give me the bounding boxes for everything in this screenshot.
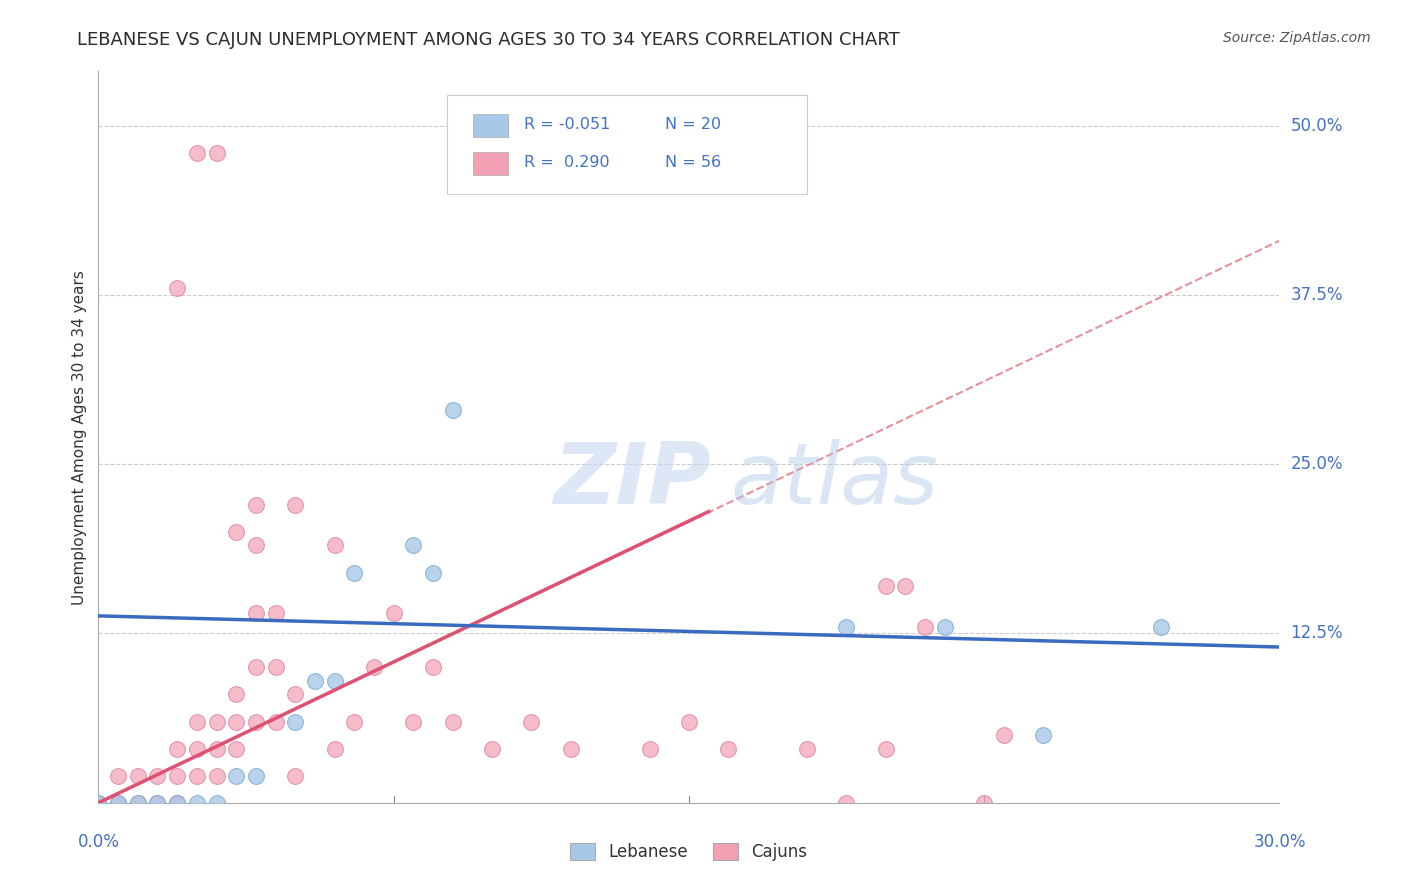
Point [225, 524, 247, 539]
Point [146, 769, 169, 783]
Point [186, 714, 208, 729]
Point [284, 498, 307, 512]
Point [323, 741, 346, 756]
Point [225, 688, 247, 702]
Point [186, 796, 208, 810]
Point [245, 769, 267, 783]
Point [323, 673, 346, 688]
Point [225, 741, 247, 756]
Point [441, 714, 464, 729]
Point [402, 538, 425, 552]
Point [422, 660, 444, 674]
Point [225, 769, 247, 783]
Point [717, 741, 740, 756]
Point [166, 741, 188, 756]
Point [205, 145, 228, 160]
Text: 30.0%: 30.0% [1253, 833, 1306, 851]
Point [520, 714, 543, 729]
Point [205, 741, 228, 756]
Text: 37.5%: 37.5% [1291, 285, 1343, 304]
Point [107, 769, 129, 783]
Point [87, 796, 110, 810]
Point [973, 796, 995, 810]
Point [264, 606, 287, 620]
FancyBboxPatch shape [472, 114, 508, 137]
Point [186, 145, 208, 160]
Point [186, 741, 208, 756]
Point [166, 769, 188, 783]
Text: R =  0.290: R = 0.290 [523, 154, 609, 169]
FancyBboxPatch shape [447, 95, 807, 194]
Point [205, 769, 228, 783]
Point [304, 673, 326, 688]
Point [245, 714, 267, 729]
Point [205, 714, 228, 729]
Point [422, 566, 444, 580]
Point [875, 741, 897, 756]
Point [363, 660, 385, 674]
Point [835, 796, 858, 810]
Text: 12.5%: 12.5% [1291, 624, 1343, 642]
FancyBboxPatch shape [472, 152, 508, 175]
Point [245, 538, 267, 552]
Point [796, 741, 818, 756]
Point [127, 796, 149, 810]
Point [343, 714, 366, 729]
Text: 25.0%: 25.0% [1291, 455, 1343, 473]
Text: atlas: atlas [730, 440, 938, 523]
Text: N = 20: N = 20 [665, 117, 721, 131]
Point [166, 281, 188, 295]
Point [560, 741, 582, 756]
Point [264, 714, 287, 729]
Text: R = -0.051: R = -0.051 [523, 117, 610, 131]
Point [146, 796, 169, 810]
Point [225, 714, 247, 729]
Point [127, 796, 149, 810]
Text: LEBANESE VS CAJUN UNEMPLOYMENT AMONG AGES 30 TO 34 YEARS CORRELATION CHART: LEBANESE VS CAJUN UNEMPLOYMENT AMONG AGE… [77, 31, 900, 49]
Point [894, 579, 917, 593]
Point [284, 769, 307, 783]
Point [678, 714, 700, 729]
Point [638, 741, 661, 756]
Point [402, 714, 425, 729]
Point [382, 606, 405, 620]
Point [284, 688, 307, 702]
Point [875, 579, 897, 593]
Point [343, 566, 366, 580]
Point [186, 769, 208, 783]
Point [835, 620, 858, 634]
Point [934, 620, 956, 634]
Point [264, 660, 287, 674]
Point [107, 796, 129, 810]
Point [166, 796, 188, 810]
Point [245, 660, 267, 674]
Legend: Lebanese, Cajuns: Lebanese, Cajuns [564, 836, 814, 868]
Point [1150, 620, 1173, 634]
Text: 0.0%: 0.0% [77, 833, 120, 851]
Text: N = 56: N = 56 [665, 154, 721, 169]
Point [323, 538, 346, 552]
Y-axis label: Unemployment Among Ages 30 to 34 years: Unemployment Among Ages 30 to 34 years [72, 269, 87, 605]
Point [245, 606, 267, 620]
Point [107, 796, 129, 810]
Point [87, 796, 110, 810]
Text: ZIP: ZIP [553, 440, 711, 523]
Point [166, 796, 188, 810]
Point [481, 741, 503, 756]
Point [1032, 728, 1054, 742]
Point [914, 620, 936, 634]
Point [993, 728, 1015, 742]
Point [441, 403, 464, 417]
Point [284, 714, 307, 729]
Point [146, 796, 169, 810]
Text: Source: ZipAtlas.com: Source: ZipAtlas.com [1223, 31, 1371, 45]
Point [205, 796, 228, 810]
Point [245, 498, 267, 512]
Point [127, 769, 149, 783]
Text: 50.0%: 50.0% [1291, 117, 1343, 135]
